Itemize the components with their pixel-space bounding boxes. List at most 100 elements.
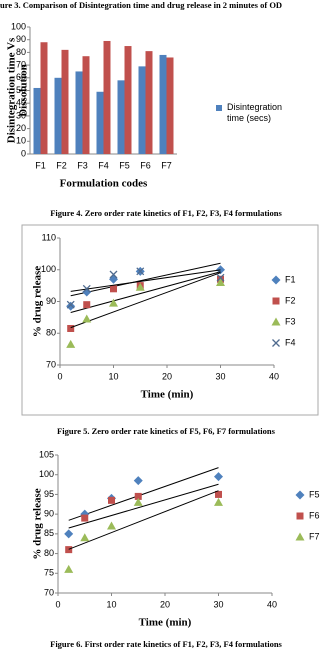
legend-marker bbox=[271, 275, 281, 285]
bar bbox=[103, 40, 111, 154]
y-axis-label: Disintegration time Vs bbox=[6, 37, 18, 143]
y-tick-label: 80 bbox=[44, 548, 54, 558]
marker bbox=[82, 284, 91, 293]
marker bbox=[216, 273, 225, 282]
figure-caption: Figure 5. Zero order rate kinetics of F5… bbox=[57, 426, 276, 436]
y-tick-label: 80 bbox=[16, 47, 26, 57]
trendline bbox=[70, 269, 221, 292]
marker bbox=[66, 300, 75, 309]
figure-caption: Figure 6. First order rate kinetics of F… bbox=[50, 639, 282, 649]
marker bbox=[110, 285, 117, 293]
bar bbox=[145, 51, 153, 154]
bar bbox=[138, 66, 146, 154]
legend-swatch bbox=[216, 105, 222, 111]
marker bbox=[214, 497, 223, 506]
x-tick-label: 10 bbox=[106, 599, 116, 609]
y-tick-label: 30 bbox=[16, 110, 26, 120]
x-tick-label: 40 bbox=[267, 599, 277, 609]
x-axis-label: Formulation codes bbox=[60, 178, 148, 190]
bar bbox=[75, 71, 83, 154]
x-tick-label: F3 bbox=[77, 160, 88, 170]
bar bbox=[166, 57, 174, 155]
marker bbox=[65, 546, 73, 554]
marker bbox=[215, 490, 222, 498]
y-tick-label: 110 bbox=[42, 232, 56, 242]
x-tick-label: 20 bbox=[160, 599, 170, 609]
marker bbox=[133, 497, 143, 506]
figure-caption: Figure 4. Zero order rate kinetics of F1… bbox=[50, 208, 282, 218]
y-axis-label: % drug release bbox=[32, 488, 44, 559]
y-tick-label: 50 bbox=[16, 85, 26, 95]
x-tick-label: 30 bbox=[215, 371, 225, 381]
y-tick-label: 100 bbox=[39, 469, 54, 479]
y-axis-label: % drug release bbox=[32, 266, 44, 337]
y-tick-label: 90 bbox=[16, 34, 26, 44]
trendline bbox=[68, 483, 219, 529]
y-tick-label: 80 bbox=[46, 328, 56, 338]
x-tick-label: F5 bbox=[119, 160, 130, 170]
y-axis-label: Dissolution bbox=[18, 64, 30, 117]
x-tick-label: 30 bbox=[213, 599, 223, 609]
chart-frame bbox=[21, 224, 319, 416]
marker bbox=[109, 274, 118, 284]
figure-caption: ure 3. Comparison of Disintegration time… bbox=[0, 0, 282, 10]
marker bbox=[67, 324, 75, 332]
trendline bbox=[68, 467, 219, 521]
x-tick-label: F7 bbox=[161, 160, 172, 170]
marker bbox=[81, 514, 89, 522]
legend-label: F1 bbox=[285, 274, 296, 284]
marker bbox=[134, 492, 142, 500]
bar bbox=[54, 77, 62, 154]
y-tick-label: 70 bbox=[46, 359, 56, 369]
x-tick-label: 20 bbox=[162, 371, 172, 381]
trendline bbox=[68, 490, 219, 550]
y-tick-label: 105 bbox=[39, 449, 54, 459]
x-tick-label: 0 bbox=[57, 371, 62, 381]
legend-marker bbox=[295, 532, 305, 541]
x-tick-label: 0 bbox=[55, 599, 60, 609]
x-tick-label: 40 bbox=[269, 371, 279, 381]
x-tick-label: 10 bbox=[108, 371, 118, 381]
legend-marker bbox=[295, 490, 305, 500]
marker bbox=[136, 267, 145, 276]
bar bbox=[33, 87, 41, 154]
y-tick-label: 40 bbox=[16, 98, 26, 108]
trendline bbox=[70, 262, 221, 297]
legend-label: F4 bbox=[285, 337, 296, 347]
legend-label: F2 bbox=[285, 295, 296, 305]
x-axis-label: Time (min) bbox=[141, 389, 194, 401]
marker bbox=[64, 564, 74, 573]
marker bbox=[80, 533, 90, 542]
marker bbox=[64, 529, 74, 539]
x-axis-label: Time (min) bbox=[139, 617, 192, 629]
y-tick-label: 0 bbox=[21, 148, 26, 158]
marker bbox=[82, 314, 92, 323]
marker bbox=[107, 521, 116, 530]
bar bbox=[40, 42, 48, 154]
x-tick-label: F4 bbox=[98, 160, 109, 170]
bar bbox=[82, 56, 90, 154]
bar bbox=[159, 54, 167, 154]
trendline bbox=[70, 271, 221, 313]
y-tick-label: 95 bbox=[44, 489, 54, 499]
marker bbox=[214, 472, 223, 482]
legend-label: F3 bbox=[285, 316, 296, 326]
marker bbox=[133, 476, 143, 486]
marker bbox=[109, 270, 118, 279]
legend-label: F6 bbox=[309, 510, 320, 520]
bar bbox=[124, 46, 132, 154]
x-tick-label: F6 bbox=[140, 160, 151, 170]
y-tick-label: 75 bbox=[44, 568, 54, 578]
bar bbox=[61, 49, 69, 154]
y-tick-label: 10 bbox=[16, 136, 26, 146]
legend-marker bbox=[296, 512, 304, 520]
legend-label: Disintegration time (secs) bbox=[227, 102, 282, 123]
bar bbox=[96, 91, 104, 154]
y-tick-label: 20 bbox=[16, 123, 26, 133]
legend-marker bbox=[272, 339, 280, 347]
legend-marker bbox=[272, 297, 280, 305]
y-tick-label: 60 bbox=[16, 72, 26, 82]
legend-label: F5 bbox=[309, 489, 320, 499]
bar bbox=[117, 80, 125, 154]
